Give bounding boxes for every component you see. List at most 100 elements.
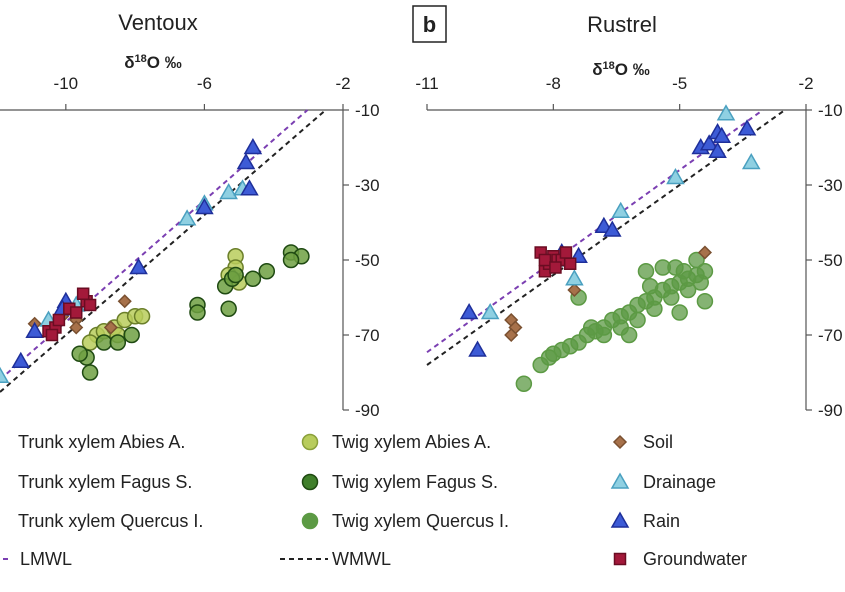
- legend-swatch-twig_fagus: [301, 473, 319, 491]
- point-twig-xylem-fagus-s: [220, 300, 237, 317]
- legend-item-rain: Rain: [610, 511, 680, 531]
- point-rain: [11, 351, 31, 368]
- x-tick-label: -2: [335, 74, 350, 93]
- legend-swatch-twig_quercus: [301, 512, 319, 530]
- legend-label-wmwl: WMWL: [332, 549, 391, 569]
- legend-swatch-soil: [612, 434, 628, 450]
- y-tick-label: -30: [355, 176, 380, 195]
- point-drainage: [611, 201, 631, 218]
- legend-label-trunk_abies: Trunk xylem Abies A.: [18, 432, 185, 452]
- x-tick-label: -5: [672, 74, 687, 93]
- point-twig-xylem-quercus-i: [671, 304, 688, 321]
- legend-label-rain: Rain: [643, 511, 680, 531]
- legend-label-groundwater: Groundwater: [643, 549, 747, 569]
- point-twig-xylem-quercus-i: [515, 375, 533, 392]
- point-soil: [69, 320, 84, 335]
- legend-item-trunk_quercus: Trunk xylem Quercus I.: [18, 511, 203, 531]
- x-axis-label-rustrel: δ18O ‰: [592, 60, 650, 79]
- point-twig-xylem-fagus-s: [244, 270, 262, 287]
- series-rain: [459, 119, 757, 357]
- series-twig-xylem-fagus-s: [71, 244, 310, 381]
- point-rain: [129, 257, 148, 275]
- legend-item-twig_fagus: Twig xylem Fagus S.: [301, 472, 498, 492]
- legend-swatch-rain: [610, 511, 630, 528]
- series-soil: [504, 245, 712, 343]
- series-twig-xylem-quercus-i: [515, 251, 714, 392]
- legend-swatch-groundwater: [613, 552, 627, 566]
- point-rain: [468, 340, 487, 357]
- point-groundwater: [559, 246, 573, 259]
- wmwl-line: [0, 109, 327, 393]
- legend-item-lmwl: LMWL: [0, 549, 72, 569]
- point-twig-xylem-quercus-i: [662, 289, 680, 306]
- point-drainage: [741, 152, 761, 170]
- point-twig-xylem-fagus-s: [258, 263, 276, 280]
- legend-item-drainage: Drainage: [610, 472, 716, 492]
- point-twig-xylem-fagus-s: [227, 266, 244, 284]
- panel-ventoux: Ventoux δ18O ‰ -10 -6 -2 -10 -30 -50 -70 -90: [0, 10, 380, 420]
- point-groundwater: [563, 257, 577, 270]
- point-twig-xylem-quercus-i: [692, 274, 709, 291]
- legend-item-trunk_fagus: Trunk xylem Fagus S.: [18, 472, 192, 492]
- legend-item-twig_quercus: Twig xylem Quercus I.: [301, 511, 509, 531]
- chart-title-rustrel: Rustrel: [587, 12, 657, 37]
- point-twig-xylem-fagus-s: [81, 364, 99, 381]
- point-twig-xylem-fagus-s: [95, 334, 113, 351]
- point-groundwater: [83, 298, 97, 312]
- y-tick-label: -10: [818, 101, 843, 120]
- series-groundwater: [534, 246, 577, 278]
- y-tick-label: -10: [355, 101, 380, 120]
- point-rain: [240, 179, 259, 196]
- x-tick-label: -11: [415, 74, 438, 93]
- legend-label-soil: Soil: [643, 432, 673, 452]
- y-tick-label: -70: [355, 326, 380, 345]
- point-twig-xylem-quercus-i: [595, 326, 613, 344]
- y-tick-label: -90: [818, 401, 843, 420]
- point-twig-xylem-quercus-i: [545, 345, 562, 362]
- legend-label-drainage: Drainage: [643, 472, 716, 492]
- point-soil: [697, 245, 712, 260]
- wmwl-line: [426, 109, 786, 366]
- series-groundwater: [42, 287, 97, 342]
- point-twig-xylem-quercus-i: [637, 263, 655, 280]
- legend-label-twig_abies: Twig xylem Abies A.: [332, 432, 491, 452]
- point-groundwater: [45, 328, 59, 342]
- x-tick-label: -2: [798, 74, 813, 93]
- point-twig-xylem-quercus-i: [696, 293, 714, 310]
- point-twig-xylem-quercus-i: [582, 319, 600, 336]
- axes-rustrel: -11 -8 -5 -2 -10 -30 -50 -70 -90: [415, 74, 842, 420]
- point-groundwater: [549, 261, 562, 274]
- point-rain: [243, 137, 263, 155]
- legend-item-trunk_abies: Trunk xylem Abies A.: [18, 432, 185, 452]
- point-soil: [103, 320, 118, 335]
- data-points-ventoux: [0, 137, 310, 383]
- legend-item-twig_abies: Twig xylem Abies A.: [301, 432, 491, 452]
- point-twig-xylem-fagus-s: [109, 334, 127, 351]
- legend-swatch-twig_abies: [301, 433, 319, 451]
- legend: Trunk xylem Abies A. Twig xylem Abies A. S…: [0, 432, 747, 569]
- panel-label-b: b: [423, 12, 436, 37]
- series-drainage: [0, 179, 252, 383]
- chart-title-ventoux: Ventoux: [118, 10, 198, 35]
- axes-ventoux: -10 -6 -2 -10 -30 -50 -70 -90: [0, 74, 380, 420]
- point-drainage: [716, 104, 736, 121]
- point-drainage: [177, 209, 197, 226]
- data-points-rustrel: [459, 104, 761, 392]
- y-tick-label: -90: [355, 401, 380, 420]
- point-groundwater: [52, 313, 66, 327]
- point-drainage: [480, 302, 500, 320]
- point-rain: [195, 197, 214, 215]
- point-rain: [708, 141, 727, 158]
- point-twig-xylem-abies-a: [133, 308, 151, 325]
- point-rain: [236, 152, 256, 170]
- point-rain: [25, 321, 44, 338]
- point-drainage: [666, 167, 685, 185]
- point-twig-xylem-fagus-s: [282, 251, 300, 269]
- legend-label-lmwl: LMWL: [20, 549, 72, 569]
- y-tick-label: -50: [818, 251, 843, 270]
- point-soil: [504, 327, 519, 343]
- point-twig-xylem-quercus-i: [646, 300, 663, 317]
- point-groundwater: [538, 253, 552, 267]
- reference-lines-ventoux: [0, 109, 327, 393]
